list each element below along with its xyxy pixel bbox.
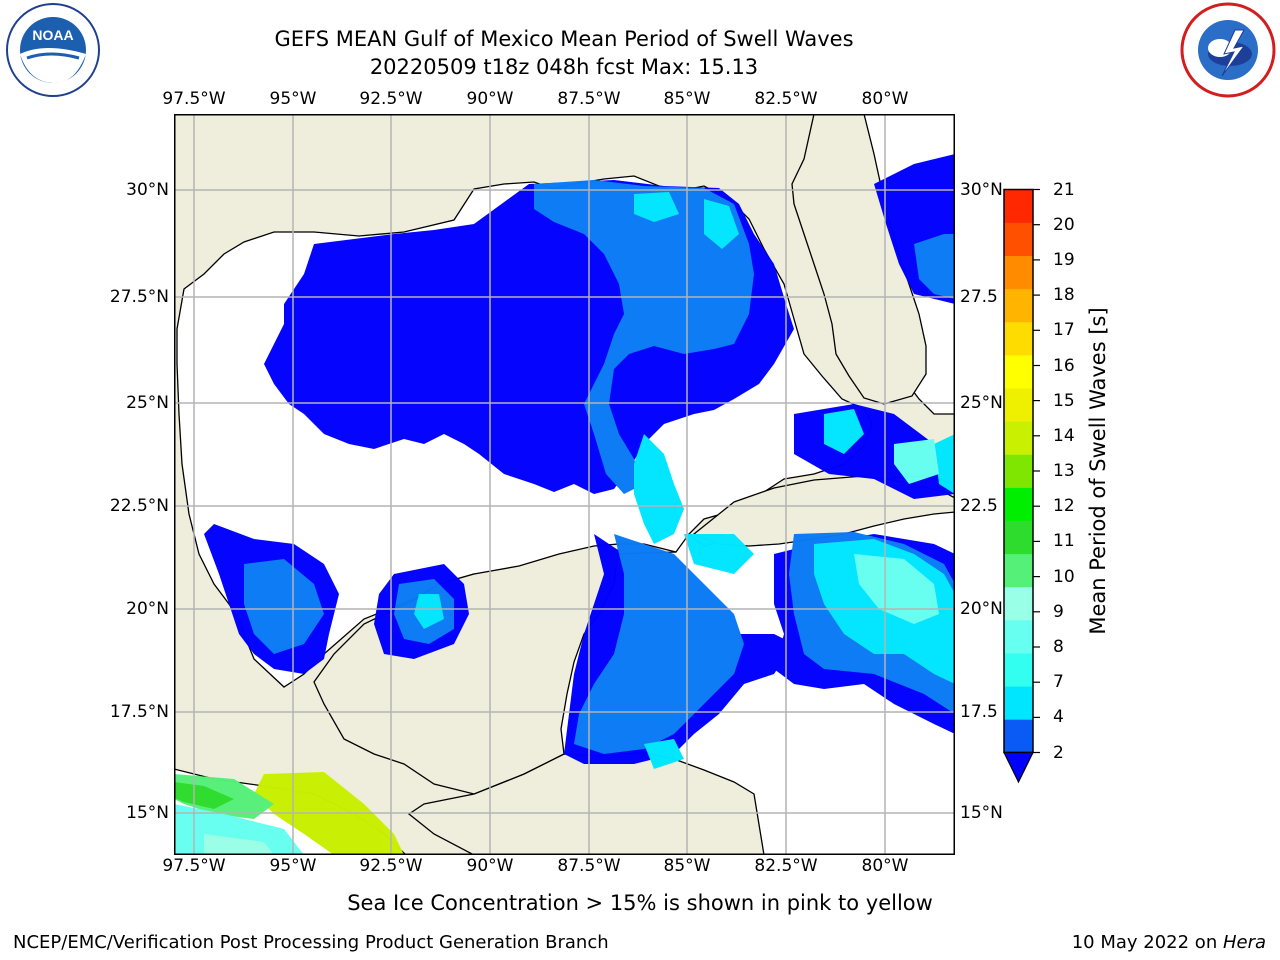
lat-label-left: 17.5°N — [109, 702, 169, 722]
colorbar-segment — [1004, 686, 1033, 720]
swell-band-cyan-honduras — [644, 739, 684, 769]
colorbar-tick-label: 14 — [1053, 426, 1075, 446]
lon-label-top: 87.5°W — [557, 89, 621, 109]
colorbar-segment — [1004, 189, 1033, 223]
lon-label-top: 90°W — [466, 89, 514, 109]
swell-band-cyan-north-east — [704, 199, 739, 249]
lat-label-right: 15°N — [960, 803, 1003, 823]
swell-band-cyan-north — [634, 192, 679, 222]
colorbar-segment — [1004, 487, 1033, 521]
colorbar-segment — [1004, 520, 1033, 555]
colorbar-tick-label: 15 — [1053, 391, 1075, 411]
lon-label-top: 97.5°W — [162, 89, 226, 109]
lon-label-bottom: 97.5°W — [162, 856, 226, 876]
lon-label-bottom: 87.5°W — [557, 856, 621, 876]
lon-label-bottom: 82.5°W — [754, 856, 818, 876]
colorbar-segment — [1004, 388, 1033, 422]
colorbar-tick-label: 20 — [1053, 215, 1075, 235]
footer-date-text: 10 May 2022 on — [1071, 932, 1223, 953]
lat-label-left: 20°N — [126, 599, 169, 619]
lat-label-right: 27.5 — [960, 287, 998, 307]
colorbar-tick-label: 18 — [1053, 285, 1075, 305]
lat-label-right: 20°N — [960, 599, 1003, 619]
swell-band-cyan-channel — [634, 434, 684, 544]
noaa-logo-text: NOAA — [32, 27, 73, 43]
swell-band-blue-channel — [574, 534, 744, 754]
noaa-logo: NOAA — [5, 2, 101, 98]
colorbar-tick-label: 16 — [1053, 356, 1075, 376]
lat-label-left: 25°N — [126, 393, 169, 413]
swell-band-blue-atlantic — [914, 234, 954, 299]
nws-logo — [1180, 2, 1276, 98]
footer-date: 10 May 2022 on Hera — [1072, 932, 1266, 953]
colorbar-tick-label: 9 — [1053, 602, 1064, 622]
lon-label-bottom: 80°W — [861, 856, 909, 876]
swell-band-cyan-florida-straits — [824, 409, 864, 454]
cuba-land — [692, 475, 954, 547]
swell-band-cyan-tabasco — [414, 594, 444, 629]
colorbar-segment — [1004, 421, 1033, 455]
lat-label-right: 22.5 — [960, 496, 998, 516]
colorbar — [1003, 188, 1040, 784]
sea-ice-note: Sea Ice Concentration > 15% is shown in … — [347, 891, 933, 915]
map-subtitle: 20220509 t18z 048h fcst Max: 15.13 — [369, 55, 759, 79]
colorbar-tick-label: 13 — [1053, 461, 1075, 481]
lon-label-bottom: 90°W — [466, 856, 514, 876]
lon-label-top: 80°W — [861, 89, 909, 109]
colorbar-segment — [1004, 222, 1033, 257]
colorbar-segment — [1004, 321, 1033, 356]
lon-label-top: 92.5°W — [359, 89, 423, 109]
lat-label-left: 15°N — [126, 803, 169, 823]
lat-label-left: 30°N — [126, 180, 169, 200]
colorbar-segment — [1004, 586, 1033, 621]
lon-label-bottom: 95°W — [269, 856, 317, 876]
colorbar-segment — [1004, 255, 1033, 290]
map-panel — [174, 114, 955, 855]
colorbar-ticks — [1033, 188, 1040, 754]
swell-band-blue-campeche — [244, 559, 324, 654]
colorbar-tick-label: 12 — [1053, 496, 1075, 516]
colorbar-segment — [1004, 719, 1033, 753]
swell-band-light-cyan-caribbean — [854, 554, 939, 624]
colorbar-segment — [1004, 355, 1033, 389]
graticule — [174, 114, 954, 854]
lat-label-right: 25°N — [960, 393, 1003, 413]
lon-label-bottom: 92.5°W — [359, 856, 423, 876]
swell-band-light-cyan-florida-straits — [894, 439, 939, 484]
swell-band-cyan-bahamas — [934, 434, 954, 494]
colorbar-tick-label: 10 — [1053, 567, 1075, 587]
lon-label-top: 95°W — [269, 89, 317, 109]
swell-period-field — [174, 154, 954, 854]
lon-label-top: 85°W — [663, 89, 711, 109]
colorbar-label: Mean Period of Swell Waves [s] — [1086, 307, 1110, 635]
colorbar-segment — [1004, 288, 1033, 323]
colorbar-tick-label: 2 — [1053, 743, 1064, 763]
lat-label-left: 27.5°N — [109, 287, 169, 307]
colorbar-tick-label: 11 — [1053, 531, 1075, 551]
map-title: GEFS MEAN Gulf of Mexico Mean Period of … — [274, 27, 854, 51]
colorbar-tick-label: 7 — [1053, 672, 1064, 692]
swell-band-pacific-bright-green — [174, 782, 234, 809]
lon-label-top: 82.5°W — [754, 89, 818, 109]
colorbar-tick-label: 19 — [1053, 250, 1075, 270]
swell-band-pacific-light-cyan — [204, 834, 274, 854]
colorbar-segment — [1004, 620, 1033, 654]
colorbar-segment — [1004, 553, 1033, 588]
lat-label-left: 22.5°N — [109, 496, 169, 516]
lat-label-right: 30°N — [960, 180, 1003, 200]
lat-label-right: 17.5 — [960, 702, 998, 722]
footer-credit: NCEP/EMC/Verification Post Processing Pr… — [13, 932, 609, 953]
lon-label-bottom: 85°W — [663, 856, 711, 876]
colorbar-tick-label: 4 — [1053, 707, 1064, 727]
colorbar-segment — [1004, 653, 1033, 687]
colorbar-segment — [1004, 454, 1033, 488]
colorbar-tick-label: 8 — [1053, 637, 1064, 657]
colorbar-tick-label: 21 — [1053, 180, 1075, 200]
colorbar-tick-label: 17 — [1053, 320, 1075, 340]
swell-band-cyan-yucatan — [684, 534, 754, 574]
footer-host: Hera — [1222, 932, 1266, 953]
map-frame — [174, 114, 955, 855]
colorbar-extend-arrow — [1003, 751, 1034, 784]
